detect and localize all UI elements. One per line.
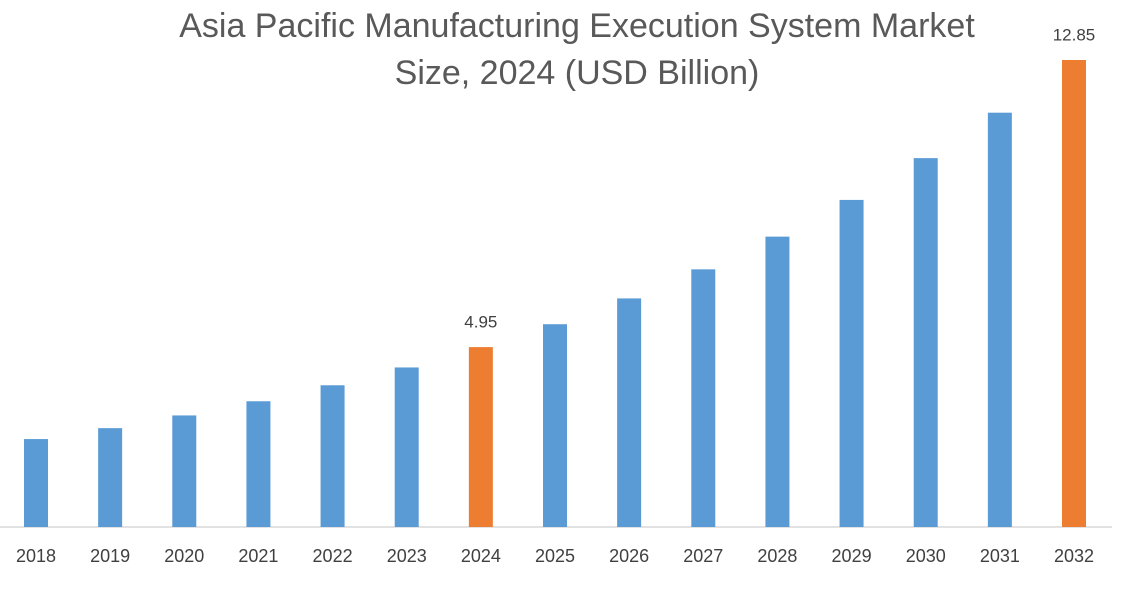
bar: [987, 112, 1012, 527]
bar: [1062, 60, 1086, 527]
x-tick-label: 2028: [757, 546, 797, 566]
bar: [320, 385, 345, 527]
x-tick-label: 2021: [238, 546, 278, 566]
x-tick-label: 2026: [609, 546, 649, 566]
x-tick-label: 2020: [164, 546, 204, 566]
x-tick-label: 2030: [906, 546, 946, 566]
x-tick-label: 2024: [461, 546, 501, 566]
x-tick-label: 2019: [90, 546, 130, 566]
bar: [172, 415, 197, 527]
x-tick-label: 2029: [832, 546, 872, 566]
bar: [913, 158, 938, 527]
data-label: 12.85: [1053, 25, 1096, 44]
bar: [394, 367, 419, 527]
x-tick-label: 2031: [980, 546, 1020, 566]
x-tick-label: 2023: [387, 546, 427, 566]
x-tick-label: 2018: [16, 546, 56, 566]
bar: [543, 324, 567, 527]
x-tick-label: 2025: [535, 546, 575, 566]
bar: [24, 439, 48, 527]
chart-title: Asia Pacific Manufacturing Execution Sys…: [179, 7, 975, 45]
bar: [246, 401, 271, 527]
chart-title: Size, 2024 (USD Billion): [395, 54, 760, 92]
bar: [765, 236, 790, 527]
bar: [617, 298, 642, 527]
bar: [839, 199, 864, 528]
x-tick-label: 2022: [313, 546, 353, 566]
bar: [98, 428, 123, 527]
data-label: 4.95: [464, 313, 497, 332]
bar: [691, 269, 716, 527]
x-tick-label: 2027: [683, 546, 723, 566]
bar: [468, 347, 493, 527]
x-tick-label: 2032: [1054, 546, 1094, 566]
